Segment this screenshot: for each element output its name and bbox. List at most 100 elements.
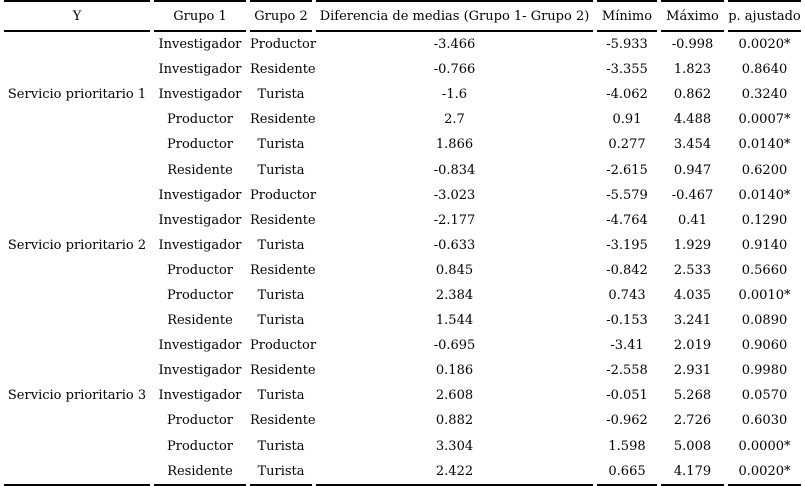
cell-minimo: 0.665: [597, 459, 657, 486]
column-header-grupo1: Grupo 1: [154, 0, 246, 32]
cell-p_ajustado: 0.0020*: [728, 459, 801, 486]
cell-y: [4, 208, 150, 233]
cell-grupo2: Turista: [250, 459, 312, 486]
cell-y: [4, 459, 150, 486]
cell-grupo1: Productor: [166, 112, 234, 128]
column-header-maximo: Máximo: [661, 0, 724, 32]
cell-grupo1: Residente: [167, 162, 233, 178]
cell-grupo2: Turista: [257, 237, 305, 253]
cell-grupo2: Residente: [250, 112, 316, 128]
cell-maximo: 1.929: [673, 237, 712, 253]
cell-grupo1: Productor: [166, 287, 234, 303]
table-row: Servicio prioritario 2 Investigador Turist…: [4, 233, 801, 258]
header-row: Y Grupo 1 Grupo 2 Diferencia de medias (Gru…: [4, 0, 801, 32]
table-row: Productor Turista 3.304 1.598 5.008 0.0000*: [4, 434, 801, 459]
table-row: Residente Turista -0.834 -2.615 0.947 0.6200: [4, 157, 801, 182]
cell-y: [4, 258, 150, 283]
cell-y: Servicio prioritario 1: [7, 87, 147, 103]
cell-minimo: -0.962: [606, 413, 648, 429]
cell-minimo: -0.153: [606, 313, 648, 329]
table-row: Investigador Residente 0.186 -2.558 2.931 0.9…: [4, 358, 801, 383]
cell-grupo1: Investigador: [158, 237, 242, 253]
table-row: Investigador Productor -3.023 -5.579 -0.467 0…: [4, 183, 801, 208]
cell-p_ajustado: 0.0140*: [738, 137, 791, 153]
cell-y: Servicio prioritario 3: [7, 388, 147, 404]
cell-grupo2: Turista: [257, 388, 305, 404]
column-header-p_ajustado: p. ajustado: [728, 0, 801, 32]
cell-p_ajustado: 0.0140*: [738, 187, 791, 203]
cell-grupo1: Investigador: [158, 62, 242, 78]
cell-grupo1: Residente: [154, 459, 246, 486]
cell-p_ajustado: 0.9140: [741, 237, 788, 253]
cell-diferencia: -2.177: [433, 212, 476, 228]
cell-maximo: 5.268: [673, 388, 712, 404]
cell-minimo: -4.764: [606, 212, 648, 228]
cell-diferencia: 0.882: [435, 413, 474, 429]
cell-p_ajustado: 0.6030: [741, 413, 788, 429]
cell-grupo2: Residente: [250, 62, 316, 78]
cell-maximo: 0.947: [673, 162, 712, 178]
table-row: Servicio prioritario 3 Investigador Turist…: [4, 383, 801, 408]
cell-p_ajustado: 0.9060: [741, 338, 788, 354]
cell-minimo: 0.277: [608, 137, 646, 153]
cell-grupo2: Turista: [257, 87, 305, 103]
cell-maximo: -0.998: [671, 37, 714, 53]
cell-diferencia: -0.834: [433, 162, 476, 178]
cell-grupo2: Turista: [257, 162, 305, 178]
cell-p_ajustado: 0.9980: [741, 363, 788, 379]
cell-y: Servicio prioritario 2: [7, 237, 147, 253]
cell-p_ajustado: 0.0000*: [738, 438, 791, 454]
cell-y: [4, 57, 150, 82]
cell-minimo: 1.598: [608, 438, 646, 454]
cell-diferencia: -0.695: [433, 338, 476, 354]
cell-grupo1: Residente: [167, 313, 233, 329]
cell-y: [4, 157, 150, 182]
cell-minimo: 0.91: [612, 112, 642, 128]
cell-diferencia: -1.6: [441, 87, 468, 103]
cell-maximo: 1.823: [673, 62, 712, 78]
cell-maximo: 2.931: [673, 363, 712, 379]
cell-p_ajustado: 0.5660: [741, 262, 788, 278]
cell-diferencia: 1.866: [435, 137, 474, 153]
cell-p_ajustado: 0.0007*: [738, 112, 791, 128]
cell-minimo: -2.558: [606, 363, 648, 379]
cell-diferencia: 2.608: [435, 388, 474, 404]
cell-p_ajustado: 0.8640: [741, 62, 788, 78]
cell-grupo2: Residente: [250, 363, 316, 379]
cell-p_ajustado: 0.6200: [741, 162, 788, 178]
table-row: Investigador Residente -0.766 -3.355 1.823 0.…: [4, 57, 801, 82]
cell-maximo: 0.41: [678, 212, 707, 228]
cell-grupo2: Residente: [250, 212, 316, 228]
cell-grupo1: Investigador: [158, 187, 242, 203]
cell-maximo: 4.035: [673, 287, 712, 303]
cell-y: [4, 358, 150, 383]
table-row: Investigador Residente -2.177 -4.764 0.41 0.1…: [4, 208, 801, 233]
table-row: Investigador Productor -3.466 -5.933 -0.998 0…: [4, 32, 801, 57]
cell-diferencia: 0.186: [435, 363, 474, 379]
cell-grupo2: Turista: [257, 137, 305, 153]
cell-maximo: 3.454: [673, 137, 712, 153]
cell-p_ajustado: 0.0010*: [738, 287, 791, 303]
cell-grupo2: Productor: [250, 37, 317, 53]
cell-grupo2: Turista: [257, 438, 305, 454]
cell-grupo1: Investigador: [158, 338, 242, 354]
column-header-diferencia: Diferencia de medias (Grupo 1- Grupo 2): [316, 0, 593, 32]
cell-grupo1: Productor: [166, 262, 234, 278]
cell-minimo: 0.743: [608, 287, 646, 303]
cell-grupo1: Investigador: [158, 87, 242, 103]
table-header: Y Grupo 1 Grupo 2 Diferencia de medias (Gru…: [4, 0, 801, 32]
cell-diferencia: -0.633: [433, 237, 476, 253]
table-row: Investigador Productor -0.695 -3.41 2.019 0.9…: [4, 333, 801, 358]
cell-diferencia: 3.304: [435, 438, 474, 454]
cell-grupo2: Productor: [250, 187, 317, 203]
cell-diferencia: -3.466: [433, 37, 476, 53]
cell-diferencia: 2.7: [444, 112, 465, 128]
cell-grupo2: Residente: [250, 262, 316, 278]
column-header-minimo: Mínimo: [597, 0, 657, 32]
table-row: Productor Residente 0.882 -0.962 2.726 0.6030: [4, 408, 801, 433]
cell-grupo1: Investigador: [158, 388, 242, 404]
cell-grupo2: Turista: [257, 313, 305, 329]
cell-grupo1: Investigador: [158, 363, 242, 379]
cell-grupo1: Productor: [166, 413, 234, 429]
cell-minimo: -3.195: [606, 237, 648, 253]
